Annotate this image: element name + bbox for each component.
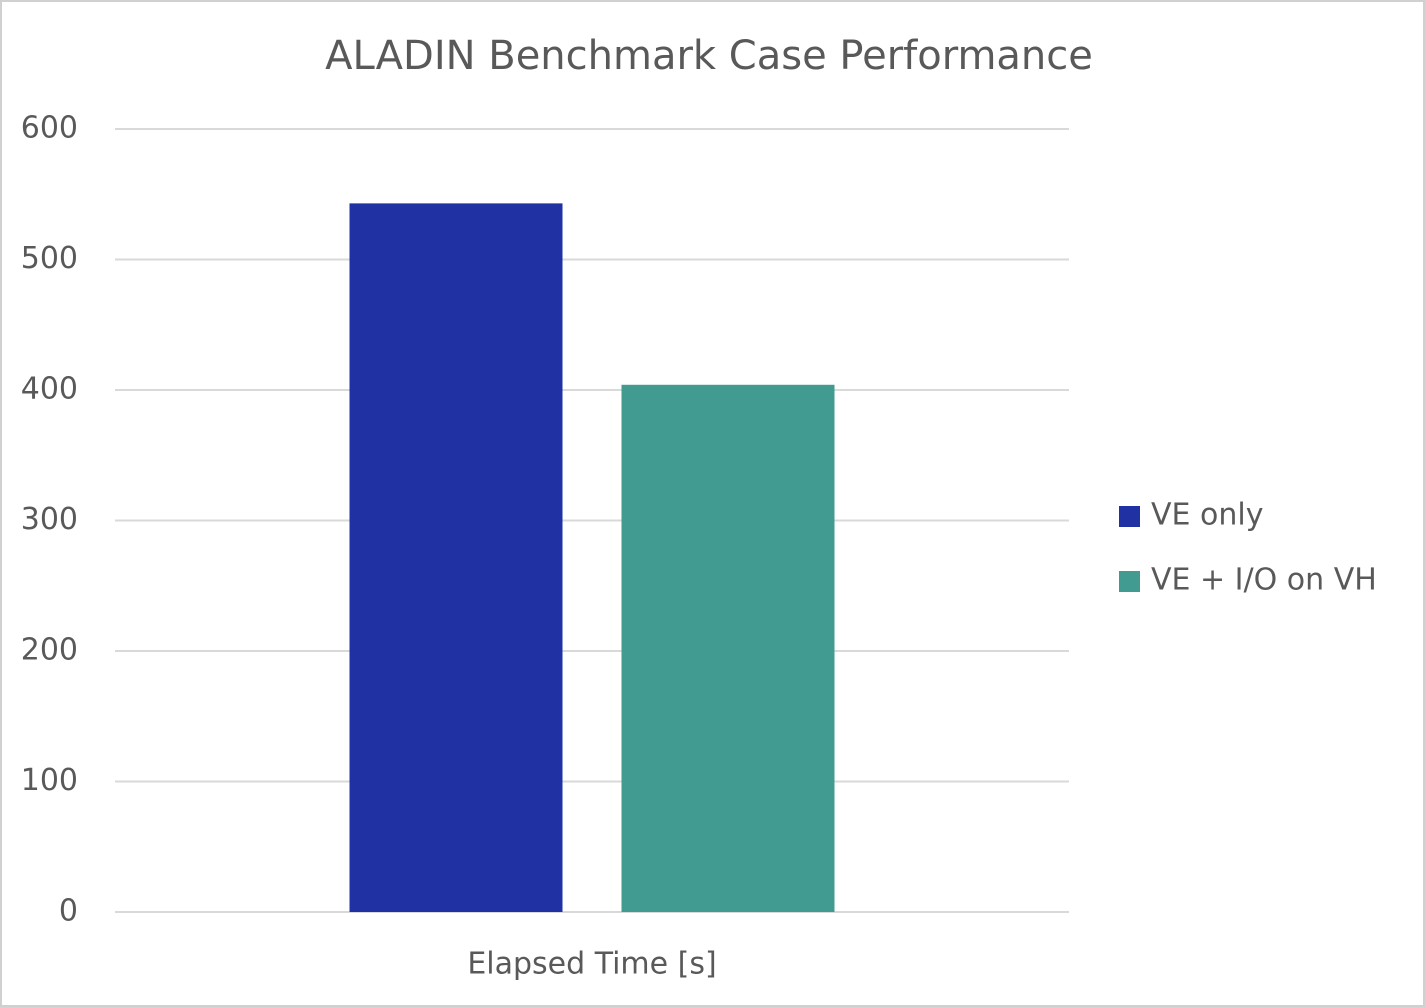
y-tick-label: 0 <box>59 894 78 929</box>
x-tick-label: Elapsed Time [s] <box>467 947 716 982</box>
legend-label: VE + I/O on VH <box>1151 563 1377 598</box>
y-tick-label: 600 <box>21 111 78 146</box>
bar <box>349 203 563 912</box>
y-tick-label: 500 <box>21 241 78 276</box>
bar <box>621 384 835 912</box>
y-tick-label: 200 <box>21 633 78 668</box>
legend-swatch <box>1119 506 1140 527</box>
y-tick-label: 100 <box>21 763 78 798</box>
legend-swatch <box>1119 571 1140 592</box>
y-tick-label: 400 <box>21 372 78 407</box>
legend-label: VE only <box>1151 498 1263 533</box>
chart-title: ALADIN Benchmark Case Performance <box>325 33 1093 79</box>
y-tick-label: 300 <box>21 502 78 537</box>
